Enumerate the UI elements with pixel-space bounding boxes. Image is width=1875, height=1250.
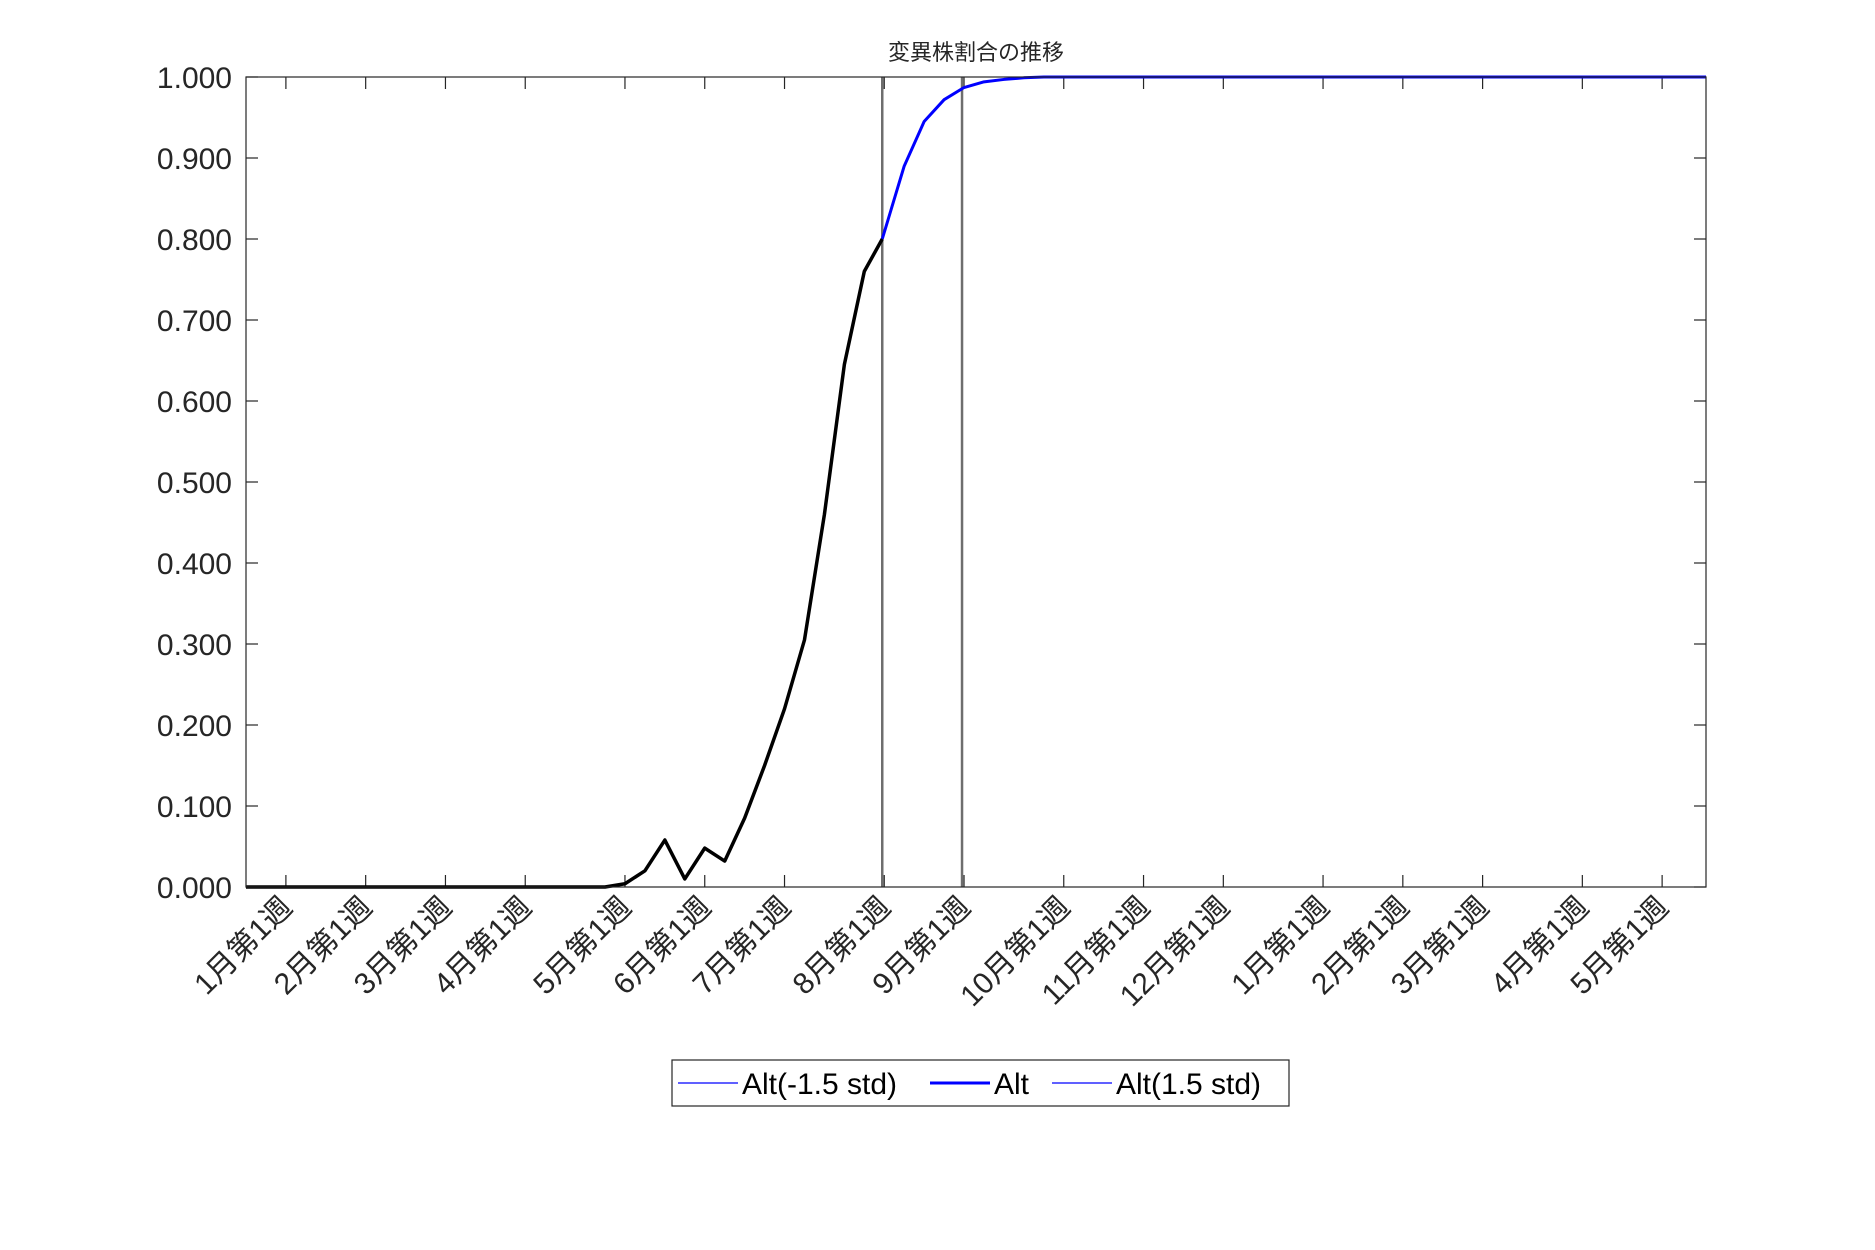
legend-label: Alt(1.5 std) xyxy=(1116,1068,1261,1101)
legend-label: Alt xyxy=(994,1068,1030,1101)
y-axis-tick-labels: 0.000 0.100 0.200 0.300 0.400 0.500 0.600 0.700… xyxy=(157,62,232,905)
y-tick-label: 0.500 xyxy=(157,467,232,500)
chart-title: 変異株割合の推移 xyxy=(888,40,1064,65)
y-tick-label: 0.300 xyxy=(157,629,232,662)
legend: Alt(-1.5 std) Alt Alt(1.5 std) xyxy=(671,1059,1290,1107)
series-line-observed xyxy=(246,238,884,889)
y-tick-label: 0.000 xyxy=(157,872,232,905)
y-tick-label: 1.000 xyxy=(157,62,232,95)
plot-area xyxy=(246,77,1706,887)
vertical-reference-lines xyxy=(881,77,964,887)
x-axis-tick-labels: 1月第1週2月第1週3月第1週4月第1週5月第1週6月第1週7月第1週8月第1週… xyxy=(188,891,1675,1013)
axis-ticks xyxy=(246,76,1706,888)
legend-label: Alt(-1.5 std) xyxy=(742,1068,897,1101)
y-tick-label: 0.400 xyxy=(157,548,232,581)
y-tick-label: 0.100 xyxy=(157,791,232,824)
y-tick-label: 0.200 xyxy=(157,710,232,743)
y-tick-label: 0.700 xyxy=(157,305,232,338)
y-tick-label: 0.900 xyxy=(157,143,232,176)
axes-frame xyxy=(245,76,1707,888)
y-tick-label: 0.600 xyxy=(157,386,232,419)
y-tick-label: 0.800 xyxy=(157,224,232,257)
